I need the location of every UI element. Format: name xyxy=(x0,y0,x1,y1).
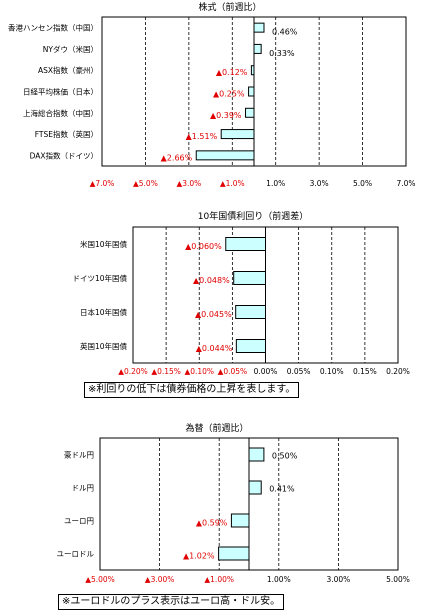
bonds-value-label: ▲0.048% xyxy=(193,276,230,285)
fx-value-label: 0.50% xyxy=(272,452,298,461)
fx-bar xyxy=(248,447,265,462)
stocks-value-label: ▲1.51% xyxy=(186,132,218,141)
bonds-category-label: ドイツ10年国債 xyxy=(72,273,127,283)
bond-note: ※利回りの低下は債券価格の上昇を表します。 xyxy=(84,382,300,398)
stocks-bar xyxy=(195,150,255,161)
fx-tick-label: ▲5.00% xyxy=(85,575,115,584)
stocks-tick-label: 1.0% xyxy=(266,179,285,188)
bonds-tick-label: 0.05% xyxy=(287,367,311,376)
bonds-value-label: ▲0.045% xyxy=(195,310,232,319)
stocks-category-label: 上海総合指数（中国） xyxy=(23,108,98,118)
stocks-bar xyxy=(253,22,265,33)
stocks-category-label: FTSE指数（英国） xyxy=(35,129,98,139)
stocks-tick-label: ▲5.0% xyxy=(133,179,158,188)
bonds-bar xyxy=(225,237,266,251)
fx-category-label: ドル円 xyxy=(72,484,95,493)
bonds-value-label: ▲0.060% xyxy=(185,242,222,251)
bonds-tick-label: ▲0.10% xyxy=(184,367,214,376)
bonds-chart-title: 10年国債利回り（前週差） xyxy=(198,210,308,222)
bonds-value-label: ▲0.044% xyxy=(196,344,233,353)
bonds-bar xyxy=(235,339,267,353)
bonds-tick-label: 0.20% xyxy=(386,367,410,376)
stocks-value-label: ▲0.25% xyxy=(213,90,245,99)
stocks-bar xyxy=(253,43,262,54)
fx-tick-label: 1.00% xyxy=(267,575,291,584)
stocks-category-label: 香港ハンセン指数（中国） xyxy=(8,23,98,33)
stocks-value-label: 0.46% xyxy=(272,28,298,37)
fx-value-label: 0.41% xyxy=(269,485,295,494)
stocks-value-label: ▲0.12% xyxy=(216,68,248,77)
fx-bar xyxy=(248,480,262,495)
bonds-bar xyxy=(233,271,266,285)
fx-value-label: ▲0.59% xyxy=(196,519,228,528)
fx-chart-title: 為替（前週比） xyxy=(185,422,248,434)
fx-bar xyxy=(218,546,250,561)
stocks-category-label: DAX指数（ドイツ） xyxy=(30,150,98,160)
stocks-bar xyxy=(220,129,255,140)
stocks-value-label: ▲2.66% xyxy=(161,153,193,162)
bonds-tick-label: ▲0.05% xyxy=(218,367,248,376)
stocks-tick-label: ▲1.0% xyxy=(220,179,245,188)
stocks-tick-label: 5.0% xyxy=(353,179,372,188)
bonds-tick-label: ▲0.20% xyxy=(118,367,148,376)
stocks-tick-label: 7.0% xyxy=(396,179,415,188)
stocks-bar xyxy=(248,86,255,97)
bonds-tick-label: 0.10% xyxy=(320,367,344,376)
fx-tick-label: ▲3.00% xyxy=(145,575,175,584)
stocks-tick-label: 3.0% xyxy=(310,179,329,188)
stocks-bar xyxy=(250,65,255,76)
stocks-chart-title: 株式（前週比） xyxy=(198,1,261,13)
bonds-category-label: 英国10年国債 xyxy=(80,341,128,351)
fx-note: ※ユーロドルのプラス表示はユーロ高・ドル安。 xyxy=(58,594,285,610)
stocks-bar xyxy=(245,107,255,118)
stocks-category-label: ASX指数（豪州） xyxy=(38,65,98,75)
bonds-category-label: 米国10年国債 xyxy=(80,239,128,249)
stocks-tick-label: ▲7.0% xyxy=(90,179,115,188)
fx-bar xyxy=(230,513,250,528)
stocks-value-label: 0.33% xyxy=(269,49,295,58)
fx-category-label: ユーロドル xyxy=(57,550,95,559)
bonds-tick-label: 0.00% xyxy=(254,367,278,376)
stocks-category-label: 日経平均株価（日本） xyxy=(23,87,98,97)
fx-tick-label: 3.00% xyxy=(326,575,350,584)
fx-tick-label: 5.00% xyxy=(386,575,410,584)
fx-tick-label: ▲1.00% xyxy=(204,575,234,584)
bonds-category-label: 日本10年国債 xyxy=(80,307,128,317)
fx-category-label: ユーロ円 xyxy=(64,517,94,526)
fx-category-label: 豪ドル円 xyxy=(64,450,94,460)
bonds-bar xyxy=(235,305,266,319)
bonds-tick-label: ▲0.15% xyxy=(151,367,181,376)
bonds-tick-label: 0.15% xyxy=(353,367,377,376)
stocks-category-label: NYダウ（米国） xyxy=(43,44,98,54)
stocks-value-label: ▲0.39% xyxy=(210,111,242,120)
stocks-tick-label: ▲3.0% xyxy=(176,179,201,188)
fx-value-label: ▲1.02% xyxy=(183,552,215,561)
